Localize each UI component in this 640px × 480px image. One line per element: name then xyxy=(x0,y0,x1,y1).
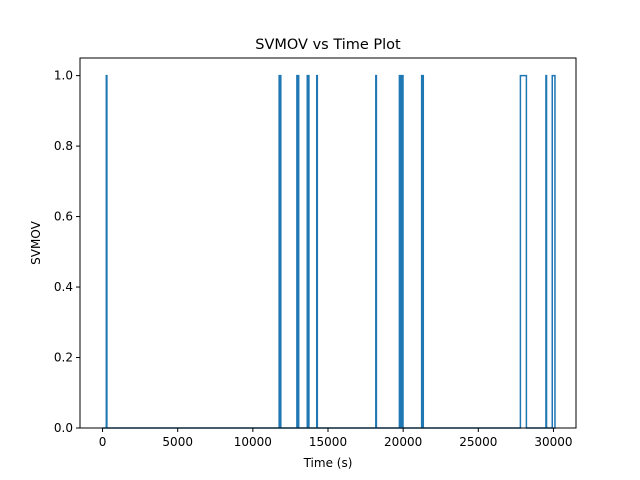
x-tick-label: 15000 xyxy=(309,435,347,449)
y-tick-label: 0.8 xyxy=(54,139,73,153)
y-tick-label: 0.0 xyxy=(54,421,73,435)
axes-frame xyxy=(79,57,577,429)
x-axis-ticks: 0 5000 10000 15000 20000 25000 30000 xyxy=(99,428,573,449)
chart-title: SVMOV vs Time Plot xyxy=(255,37,401,53)
x-tick-label: 5000 xyxy=(162,435,193,449)
y-axis-label: SVMOV xyxy=(29,220,43,264)
y-tick-label: 0.4 xyxy=(54,280,73,294)
y-axis-ticks: 0.0 0.2 0.4 0.6 0.8 1.0 xyxy=(54,69,80,435)
y-tick-label: 1.0 xyxy=(54,69,73,83)
x-axis-label: Time (s) xyxy=(303,456,353,470)
y-tick-label: 0.6 xyxy=(54,210,73,224)
x-tick-label: 25000 xyxy=(459,435,497,449)
x-tick-label: 0 xyxy=(99,435,107,449)
x-tick-label: 30000 xyxy=(534,435,572,449)
x-tick-label: 10000 xyxy=(234,435,272,449)
y-tick-label: 0.2 xyxy=(54,351,73,365)
x-tick-label: 20000 xyxy=(384,435,422,449)
